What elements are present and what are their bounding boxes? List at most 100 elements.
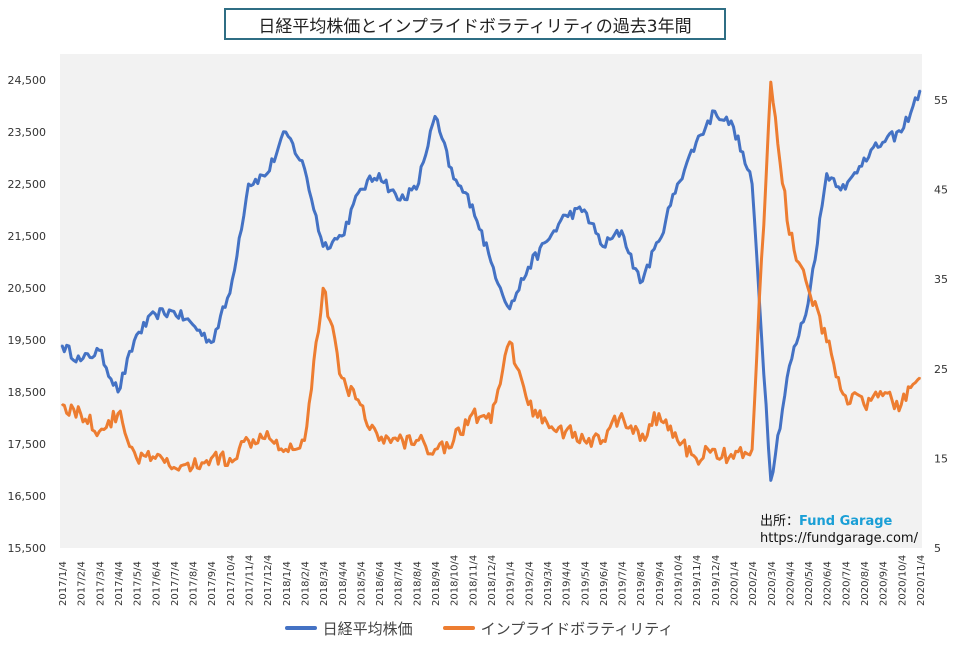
point-nikkei [434, 115, 436, 118]
source-label: 出所： [760, 514, 800, 529]
x-tick-label: 2017/5/4 [133, 561, 144, 606]
point-iv [229, 457, 231, 460]
point-iv [173, 466, 175, 469]
chart-title: 日経平均株価とインプライドボラティリティの過去3年間 [224, 8, 726, 40]
point-nikkei [247, 183, 250, 185]
point-iv [471, 412, 474, 415]
x-tick-label: 2019/1/4 [506, 561, 517, 606]
legend-label-nikkei: 日経平均株価 [322, 619, 413, 638]
x-tick-label: 2018/11/4 [468, 555, 479, 606]
point-nikkei [583, 209, 586, 211]
left-axis: 15,500 16,500 17,500 18,500 19,500 20,500 21,5… [8, 74, 47, 555]
point-iv [117, 412, 119, 415]
right-tick-label: 5 [934, 542, 941, 555]
x-tick-label: 2018/6/4 [375, 561, 386, 606]
source-credit: 出所：Fund Garage [760, 510, 892, 529]
x-tick-label: 2019/8/4 [636, 561, 647, 606]
point-nikkei [564, 214, 567, 216]
point-iv [415, 439, 418, 442]
point-iv [490, 421, 492, 424]
point-iv [714, 448, 716, 451]
point-nikkei [340, 235, 343, 237]
point-nikkei [695, 141, 697, 144]
point-iv [303, 439, 306, 442]
point-iv [751, 448, 753, 451]
x-tick-label: 2017/2/4 [77, 561, 88, 606]
x-tick-label: 2017/11/4 [245, 555, 256, 606]
x-tick-label: 2017/1/4 [58, 561, 69, 606]
left-tick-label: 16,500 [8, 490, 47, 503]
point-nikkei [732, 126, 735, 128]
point-iv [378, 439, 380, 442]
legend-swatch-iv [442, 626, 475, 630]
point-nikkei [825, 172, 828, 175]
left-tick-label: 22,500 [8, 178, 47, 191]
point-nikkei [117, 391, 119, 393]
left-tick-label: 24,500 [8, 74, 47, 87]
point-iv [546, 421, 548, 424]
left-tick-label: 19,500 [8, 334, 47, 347]
point-nikkei [266, 172, 268, 175]
point-iv [285, 448, 287, 451]
x-tick-label: 2020/4/4 [785, 561, 796, 606]
point-nikkei [452, 178, 455, 180]
point-iv [527, 403, 530, 406]
x-tick-label: 2017/6/4 [151, 561, 162, 606]
point-nikkei [471, 204, 474, 206]
point-nikkei [173, 310, 175, 313]
point-nikkei [602, 245, 604, 248]
x-tick-label: 2019/12/4 [711, 555, 722, 606]
x-tick-label: 2020/10/4 [897, 555, 908, 606]
point-iv [919, 376, 921, 379]
x-tick-label: 2017/12/4 [263, 555, 274, 606]
x-tick-label: 2017/10/4 [226, 555, 237, 606]
point-nikkei [229, 292, 231, 295]
left-tick-label: 23,500 [8, 126, 47, 139]
point-nikkei [508, 308, 511, 310]
point-nikkei [546, 240, 548, 242]
x-tick-label: 2018/1/4 [282, 561, 293, 606]
right-tick-label: 25 [934, 363, 948, 376]
point-nikkei [79, 360, 82, 362]
x-tick-label: 2018/5/4 [356, 561, 367, 606]
point-iv [825, 341, 828, 343]
point-iv [247, 439, 250, 442]
point-nikkei [322, 245, 324, 248]
point-nikkei [396, 198, 399, 201]
x-tick-label: 2018/9/4 [431, 561, 442, 606]
x-tick-label: 2020/2/4 [748, 561, 759, 606]
x-tick-label: 2020/5/4 [804, 561, 815, 606]
x-tick-label: 2019/3/4 [543, 561, 554, 606]
point-iv [210, 457, 213, 460]
point-nikkei [98, 349, 101, 352]
right-axis: 5 15 25 35 45 55 [934, 94, 948, 555]
legend-swatch-nikkei [284, 626, 317, 630]
left-tick-label: 21,500 [8, 230, 47, 243]
source-url[interactable]: https://fundgarage.com/ [760, 531, 918, 546]
point-nikkei [919, 89, 921, 92]
series-layer [60, 80, 922, 482]
x-tick-label: 2018/10/4 [450, 555, 461, 606]
x-tick-label: 2020/8/4 [860, 561, 871, 606]
point-nikkei [769, 479, 772, 482]
point-nikkei [135, 334, 138, 336]
point-nikkei [378, 172, 380, 175]
point-nikkei [658, 240, 660, 242]
legend-label-iv: インプライドボラティリティ [480, 619, 674, 638]
x-tick-label: 2019/7/4 [618, 561, 629, 606]
point-iv [676, 439, 679, 442]
point-nikkei [303, 167, 306, 170]
left-tick-label: 20,500 [8, 282, 47, 295]
legend-item-nikkei: 日経平均株価 [284, 618, 413, 639]
point-nikkei [676, 183, 679, 185]
point-nikkei [900, 131, 903, 133]
x-tick-label: 2019/9/4 [655, 561, 666, 606]
point-nikkei [639, 282, 642, 284]
left-tick-label: 15,500 [8, 542, 47, 555]
point-nikkei [359, 188, 362, 190]
right-tick-label: 15 [934, 452, 948, 465]
point-iv [154, 457, 157, 460]
point-nikkei [154, 313, 157, 315]
x-tick-label: 2020/7/4 [841, 561, 852, 606]
point-iv [769, 81, 772, 83]
